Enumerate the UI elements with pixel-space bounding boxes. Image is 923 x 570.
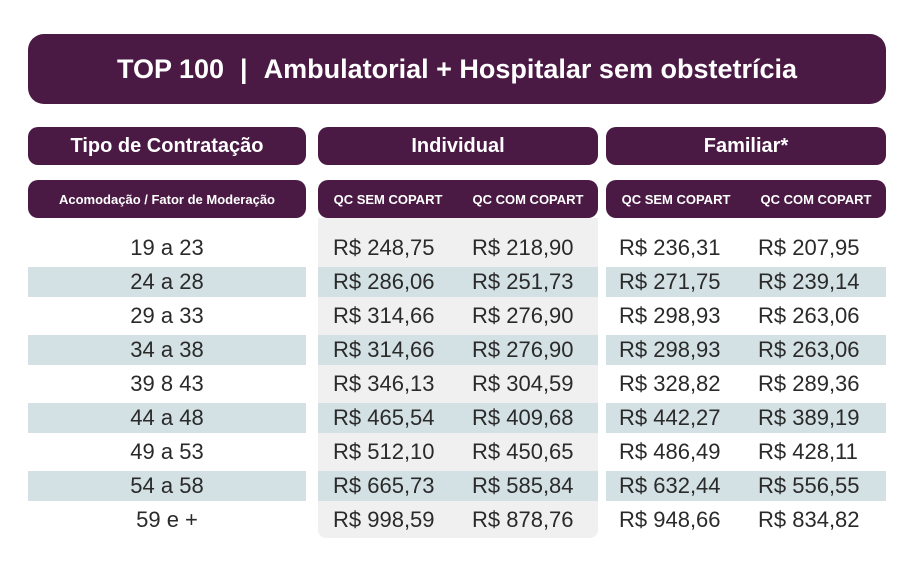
row-stripe — [318, 471, 598, 501]
header-familiar-sub: QC SEM COPART QC COM COPART — [606, 180, 886, 218]
price-fam-sem: R$ 328,82 — [619, 371, 721, 396]
header-individual: Individual — [318, 127, 598, 165]
price-fam-sem: R$ 486,49 — [619, 439, 721, 464]
price-fam-com: R$ 556,55 — [758, 473, 860, 498]
title-plan-name: TOP 100 — [116, 53, 225, 84]
row-stripe — [318, 403, 598, 433]
price-fam-com: R$ 239,14 — [758, 269, 860, 294]
row-stripe — [28, 335, 306, 365]
price-ind-com: R$ 218,90 — [472, 235, 574, 260]
price-ind-com: R$ 409,68 — [472, 405, 574, 430]
price-ind-com: R$ 304,59 — [472, 371, 574, 396]
price-ind-com: R$ 450,65 — [472, 439, 574, 464]
price-ind-sem: R$ 512,10 — [333, 439, 435, 464]
price-ind-com: R$ 276,90 — [472, 337, 574, 362]
price-ind-com: R$ 276,90 — [472, 303, 574, 328]
price-fam-com: R$ 428,11 — [758, 439, 858, 464]
row-stripe — [28, 471, 306, 501]
price-ind-sem: R$ 248,75 — [333, 235, 435, 260]
price-ind-sem: R$ 465,54 — [333, 405, 435, 430]
price-fam-com: R$ 289,36 — [758, 371, 860, 396]
row-stripe — [606, 471, 886, 501]
price-ind-sem: R$ 998,59 — [333, 507, 435, 532]
table-title: TOP 100 | Ambulatorial + Hospitalar sem … — [28, 34, 886, 104]
row-stripe — [318, 267, 598, 297]
header-ind-sem-copart: QC SEM COPART — [333, 191, 443, 207]
price-fam-com: R$ 834,82 — [758, 507, 860, 532]
header-fam-com-copart: QC COM COPART — [760, 191, 872, 207]
age-range: 19 a 23 — [130, 235, 204, 260]
price-ind-sem: R$ 665,73 — [333, 473, 435, 498]
row-stripe — [606, 267, 886, 297]
row-stripe — [318, 335, 598, 365]
header-individual-sub: QC SEM COPART QC COM COPART — [318, 180, 598, 218]
header-ind-com-copart: QC COM COPART — [472, 191, 584, 207]
row-stripe — [28, 267, 306, 297]
title-separator: | — [240, 53, 248, 84]
row-stripe — [606, 335, 886, 365]
price-fam-com: R$ 263,06 — [758, 337, 860, 362]
age-range: 34 a 38 — [130, 337, 204, 362]
price-fam-com: R$ 207,95 — [758, 235, 860, 260]
age-range: 44 a 48 — [130, 405, 204, 430]
price-ind-sem: R$ 314,66 — [333, 303, 435, 328]
age-range: 54 a 58 — [130, 473, 204, 498]
price-fam-com: R$ 263,06 — [758, 303, 860, 328]
price-fam-com: R$ 389,19 — [758, 405, 860, 430]
age-range: 24 a 28 — [130, 269, 204, 294]
header-acomodacao: Acomodação / Fator de Moderação — [28, 180, 306, 218]
price-ind-sem: R$ 314,66 — [333, 337, 435, 362]
price-fam-sem: R$ 298,93 — [619, 337, 721, 362]
price-ind-com: R$ 251,73 — [472, 269, 574, 294]
price-ind-com: R$ 585,84 — [472, 473, 574, 498]
price-fam-sem: R$ 271,75 — [619, 269, 721, 294]
age-range: 39 8 43 — [130, 371, 204, 396]
price-fam-sem: R$ 236,31 — [619, 235, 721, 260]
age-range: 29 a 33 — [130, 303, 204, 328]
price-ind-sem: R$ 346,13 — [333, 371, 435, 396]
price-fam-sem: R$ 442,27 — [619, 405, 721, 430]
price-fam-sem: R$ 298,93 — [619, 303, 721, 328]
header-fam-sem-copart: QC SEM COPART — [621, 191, 731, 207]
age-range: 49 a 53 — [130, 439, 204, 464]
row-stripe — [606, 403, 886, 433]
header-tipo-contratacao: Tipo de Contratação — [28, 127, 306, 165]
price-ind-sem: R$ 286,06 — [333, 269, 435, 294]
row-stripe — [28, 403, 306, 433]
price-fam-sem: R$ 632,44 — [619, 473, 721, 498]
header-familiar: Familiar* — [606, 127, 886, 165]
price-ind-com: R$ 878,76 — [472, 507, 574, 532]
price-fam-sem: R$ 948,66 — [619, 507, 721, 532]
age-range: 59 e + — [136, 507, 198, 532]
title-coverage: Ambulatorial + Hospitalar sem obstetríci… — [263, 53, 798, 84]
